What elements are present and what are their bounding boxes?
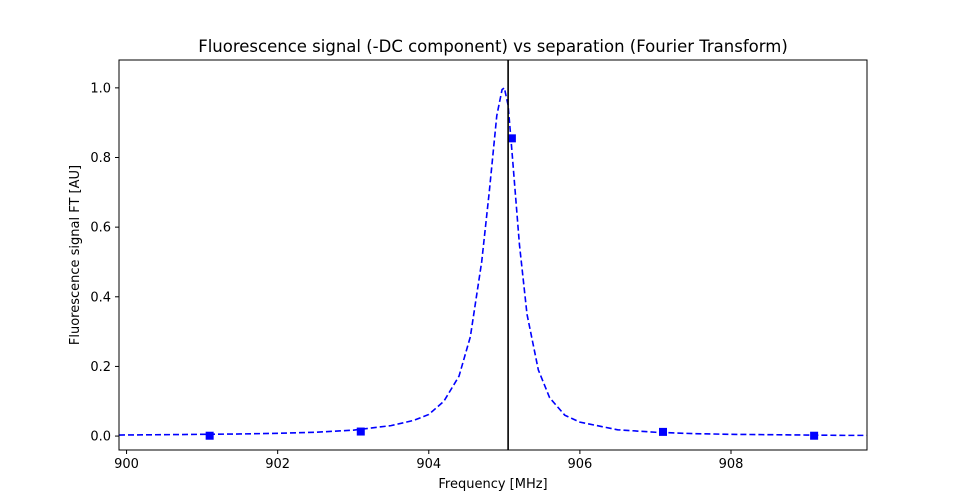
- y-tick-label: 0.8: [90, 151, 111, 166]
- data-point-marker: [356, 427, 365, 436]
- x-tick-label: 906: [567, 457, 592, 472]
- axes-ticks: 900 902 904 906 908 0.0 0.2 0.4 0.6 0.8 1.0: [90, 81, 743, 472]
- x-tick-label: 902: [265, 457, 290, 472]
- data-point-marker: [810, 431, 819, 440]
- x-tick-label: 908: [719, 457, 744, 472]
- y-tick-label: 0.0: [90, 430, 111, 445]
- data-point-marker: [659, 427, 667, 436]
- y-axis-label: Fluorescence signal FT [AU]: [68, 165, 83, 345]
- plot-frame: [118, 59, 868, 451]
- x-tick-label: 900: [114, 457, 139, 472]
- x-axis-label: Frequency [MHz]: [438, 477, 547, 492]
- plot-area: [118, 59, 868, 451]
- data-point-marker: [205, 431, 214, 440]
- y-tick-label: 1.0: [90, 81, 111, 96]
- y-tick-label: 0.4: [90, 290, 111, 305]
- chart-title: Fluorescence signal (-DC component) vs s…: [198, 37, 788, 56]
- y-tick-label: 0.6: [90, 221, 111, 236]
- series-line: [119, 86, 867, 437]
- plot-content: [119, 60, 867, 450]
- data-point-marker: [507, 134, 516, 143]
- y-tick-label: 0.2: [90, 360, 111, 375]
- x-tick-label: 904: [416, 457, 441, 472]
